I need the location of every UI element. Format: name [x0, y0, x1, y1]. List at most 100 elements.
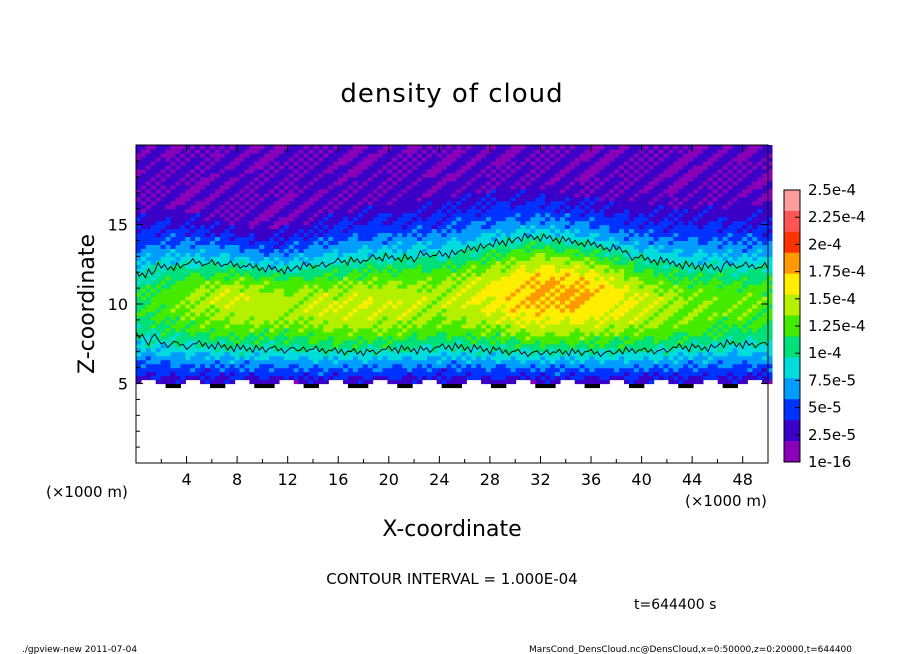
field-cell: [367, 359, 374, 365]
field-cell: [367, 319, 374, 325]
field-cell: [195, 220, 201, 226]
field-cell: [293, 208, 300, 214]
field-cell: [165, 236, 172, 241]
field-cell: [195, 284, 201, 289]
field-cell: [323, 145, 329, 150]
field-cell: [155, 375, 162, 381]
field-cell: [382, 192, 389, 198]
field-cell: [476, 292, 482, 297]
field-cell: [244, 307, 250, 313]
field-cell: [343, 168, 349, 174]
field-cell: [136, 288, 142, 293]
field-cell: [397, 276, 403, 281]
field-cell: [535, 152, 541, 158]
field-cell: [515, 323, 522, 329]
field-cell: [239, 172, 246, 178]
field-cell: [456, 240, 462, 245]
field-cell: [328, 260, 334, 265]
field-cell: [343, 232, 349, 238]
field-cell: [249, 284, 255, 289]
field-cell: [407, 327, 413, 333]
field-cell: [436, 216, 443, 222]
field-cell: [486, 319, 492, 325]
field-cell: [293, 228, 300, 234]
field-cell: [535, 236, 541, 241]
field-cell: [407, 268, 413, 273]
field-cell: [283, 192, 290, 198]
field-cell: [308, 307, 315, 313]
field-cell: [244, 375, 250, 381]
field-cell: [540, 304, 546, 309]
field-cell: [190, 188, 196, 194]
field-cell: [486, 292, 492, 297]
field-cell: [446, 168, 453, 174]
field-cell: [426, 292, 433, 297]
field-cell: [357, 319, 364, 325]
field-cell: [362, 383, 369, 389]
field-cell: [209, 315, 216, 321]
field-cell: [254, 260, 260, 265]
field-cell: [338, 180, 344, 186]
field-cell: [481, 339, 487, 345]
field-cell: [155, 208, 162, 214]
field-cell: [352, 240, 359, 245]
field-cell: [145, 164, 152, 170]
field-cell: [195, 264, 201, 269]
field-cell: [170, 311, 177, 317]
field-cell: [481, 220, 487, 226]
field-cell: [397, 264, 403, 269]
field-cell: [461, 248, 467, 253]
field-cell: [259, 379, 265, 385]
field-cell: [160, 228, 167, 234]
field-cell: [436, 184, 443, 190]
field-cell: [471, 284, 477, 289]
field-cell: [347, 176, 354, 182]
field-cell: [323, 300, 329, 305]
field-cell: [367, 256, 374, 261]
field-cell: [264, 220, 270, 226]
field-cell: [318, 319, 324, 325]
field-cell: [274, 304, 280, 309]
field-cell: [495, 220, 502, 226]
field-cell: [170, 367, 177, 373]
field-cell: [515, 188, 522, 194]
field-cell: [180, 319, 186, 325]
field-cell: [495, 292, 502, 297]
field-cell: [431, 359, 438, 365]
field-cell: [431, 232, 438, 238]
field-cell: [540, 379, 546, 385]
field-cell: [520, 292, 527, 297]
field-cell: [165, 351, 172, 357]
field-cell: [323, 296, 329, 301]
field-cell: [180, 375, 186, 381]
field-cell: [456, 184, 462, 190]
field-cell: [486, 148, 492, 154]
field-cell: [145, 331, 152, 337]
field-cell: [520, 296, 527, 301]
field-cell: [446, 256, 453, 261]
field-cell: [466, 204, 472, 210]
field-cell: [160, 220, 167, 226]
field-cell: [264, 192, 270, 198]
field-cell: [155, 228, 162, 234]
field-cell: [486, 145, 492, 150]
field-cell: [382, 315, 389, 321]
field-cell: [234, 176, 241, 182]
field-cell: [264, 188, 270, 194]
field-cell: [224, 256, 231, 261]
field-cell: [382, 148, 389, 154]
field-cell: [397, 331, 403, 337]
field-cell: [392, 180, 398, 186]
field-cell: [525, 268, 531, 273]
field-cell: [471, 148, 477, 154]
field-cell: [426, 156, 433, 162]
field-cell: [160, 300, 167, 305]
field-cell: [298, 184, 305, 190]
field-cell: [195, 304, 201, 309]
field-cell: [362, 200, 369, 206]
field-cell: [466, 176, 472, 182]
field-cell: [145, 252, 152, 257]
field-cell: [249, 296, 255, 301]
field-cell: [431, 375, 438, 381]
